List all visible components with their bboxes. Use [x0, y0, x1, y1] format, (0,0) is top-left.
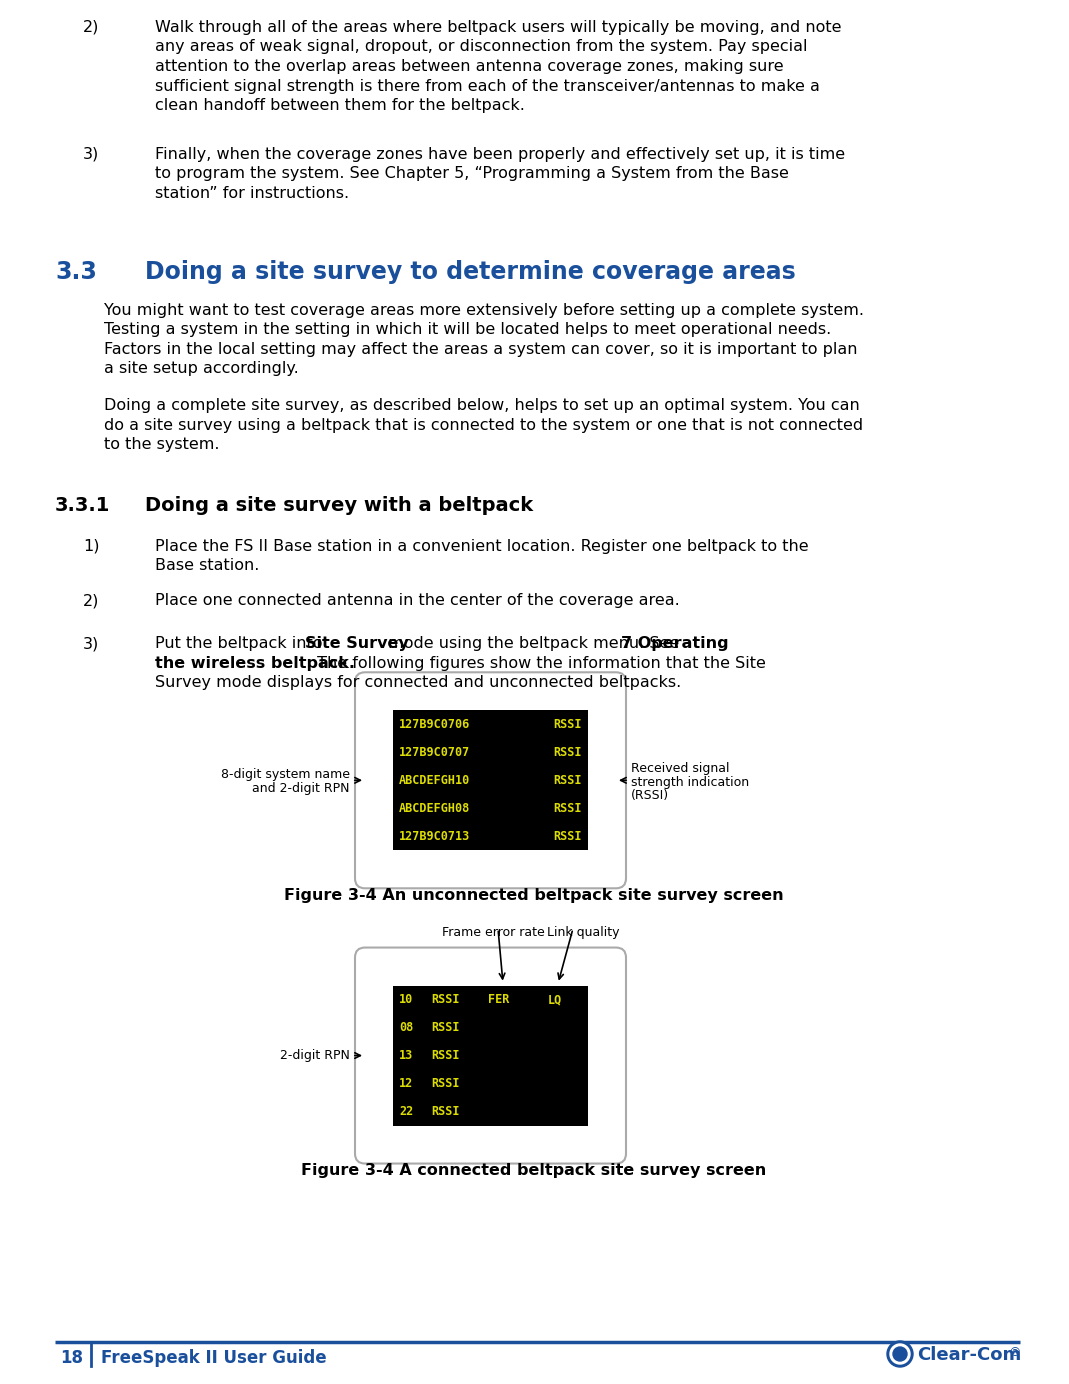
Text: Received signal: Received signal [631, 763, 729, 775]
Text: any areas of weak signal, dropout, or disconnection from the system. Pay special: any areas of weak signal, dropout, or di… [155, 40, 807, 54]
Text: to the system.: to the system. [104, 437, 219, 453]
Text: do a site survey using a beltpack that is connected to the system or one that is: do a site survey using a beltpack that i… [104, 418, 863, 433]
Text: LQ: LQ [548, 994, 562, 1006]
Text: Put the beltpack into: Put the beltpack into [155, 637, 327, 652]
Text: sufficient signal strength is there from each of the transceiver/antennas to mak: sufficient signal strength is there from… [155, 79, 820, 94]
Text: ABCDEFGH08: ABCDEFGH08 [399, 801, 470, 815]
FancyBboxPatch shape [355, 948, 626, 1164]
Text: RSSI: RSSI [554, 801, 582, 815]
Text: Doing a complete site survey, as described below, helps to set up an optimal sys: Doing a complete site survey, as describ… [104, 399, 859, 414]
Text: ABCDEFGH10: ABCDEFGH10 [399, 774, 470, 786]
Text: RSSI: RSSI [554, 774, 582, 786]
Text: 10: 10 [399, 994, 414, 1006]
Text: RSSI: RSSI [431, 1104, 460, 1118]
Text: Figure 3-4 An unconnected beltpack site survey screen: Figure 3-4 An unconnected beltpack site … [284, 889, 784, 902]
Text: 08: 08 [399, 1021, 414, 1034]
FancyBboxPatch shape [355, 673, 626, 889]
Text: The following figures show the information that the Site: The following figures show the informati… [312, 656, 766, 671]
Text: attention to the overlap areas between antenna coverage zones, making sure: attention to the overlap areas between a… [155, 60, 784, 73]
Bar [393, 710, 588, 850]
Text: a site setup accordingly.: a site setup accordingly. [104, 361, 298, 376]
Text: 127B9C0707: 127B9C0707 [399, 746, 470, 758]
Text: 3.3.1: 3.3.1 [55, 495, 110, 515]
Text: Link quality: Link quality [546, 926, 619, 938]
Text: 8-digit system name: 8-digit system name [221, 768, 350, 781]
Text: RSSI: RSSI [554, 746, 582, 758]
Text: Site Survey: Site Survey [305, 637, 408, 652]
Text: Figure 3-4 A connected beltpack site survey screen: Figure 3-4 A connected beltpack site sur… [301, 1164, 766, 1178]
Text: and 2-digit RPN: and 2-digit RPN [252, 782, 350, 794]
Text: 127B9C0713: 127B9C0713 [399, 830, 470, 843]
Text: Frame error rate: Frame error rate [441, 926, 544, 938]
Text: 2): 2) [83, 594, 99, 609]
Text: FER: FER [489, 994, 509, 1006]
Text: Base station.: Base station. [155, 558, 260, 573]
Text: 3.3: 3.3 [55, 260, 97, 284]
Text: 2-digit RPN: 2-digit RPN [280, 1049, 350, 1062]
Text: to program the system. See Chapter 5, “Programming a System from the Base: to program the system. See Chapter 5, “P… [155, 166, 789, 181]
Text: Clear-Com: Clear-Com [917, 1347, 1021, 1365]
Text: Survey mode displays for connected and unconnected beltpacks.: Survey mode displays for connected and u… [155, 675, 681, 691]
Text: 18: 18 [61, 1349, 83, 1367]
Text: (RSSI): (RSSI) [631, 789, 669, 803]
Text: 127B9C0706: 127B9C0706 [399, 718, 470, 731]
Text: FreeSpeak II User Guide: FreeSpeak II User Guide [100, 1349, 327, 1367]
Text: Factors in the local setting may affect the areas a system can cover, so it is i: Factors in the local setting may affect … [104, 342, 857, 357]
Text: strength indication: strength indication [631, 776, 749, 789]
Text: You might want to test coverage areas more extensively before setting up a compl: You might want to test coverage areas mo… [104, 303, 864, 318]
Text: Doing a site survey with a beltpack: Doing a site survey with a beltpack [145, 495, 533, 515]
Text: 22: 22 [399, 1104, 414, 1118]
Text: 12: 12 [399, 1077, 414, 1091]
Text: Finally, when the coverage zones have been properly and effectively set up, it i: Finally, when the coverage zones have be… [155, 147, 846, 162]
Circle shape [887, 1341, 913, 1367]
Text: Testing a system in the setting in which it will be located helps to meet operat: Testing a system in the setting in which… [104, 322, 832, 338]
Bar [393, 985, 588, 1125]
Text: 7 Operating: 7 Operating [621, 637, 729, 652]
Text: Place one connected antenna in the center of the coverage area.: Place one connected antenna in the cente… [155, 594, 680, 609]
Text: Doing a site survey to determine coverage areas: Doing a site survey to determine coverag… [145, 260, 795, 284]
Text: Place the FS II Base station in a convenient location. Register one beltpack to : Place the FS II Base station in a conven… [155, 538, 808, 554]
Text: RSSI: RSSI [554, 830, 582, 843]
Text: clean handoff between them for the beltpack.: clean handoff between them for the beltp… [155, 98, 525, 113]
Text: ®: ® [1008, 1347, 1021, 1359]
Text: RSSI: RSSI [431, 1049, 460, 1062]
Circle shape [893, 1347, 907, 1360]
Text: RSSI: RSSI [431, 1077, 460, 1091]
Text: 3): 3) [83, 147, 99, 162]
Text: 1): 1) [83, 538, 99, 554]
Text: RSSI: RSSI [431, 1021, 460, 1034]
Text: station” for instructions.: station” for instructions. [155, 185, 350, 201]
Text: mode using the beltpack menu. See: mode using the beltpack menu. See [383, 637, 684, 652]
Text: RSSI: RSSI [431, 994, 460, 1006]
Text: Walk through all of the areas where beltpack users will typically be moving, and: Walk through all of the areas where belt… [155, 19, 841, 35]
Circle shape [890, 1344, 910, 1365]
Text: 13: 13 [399, 1049, 414, 1062]
Text: 3): 3) [83, 637, 99, 652]
Text: the wireless beltpack.: the wireless beltpack. [155, 656, 355, 671]
Text: RSSI: RSSI [554, 718, 582, 731]
Text: 2): 2) [83, 19, 99, 35]
